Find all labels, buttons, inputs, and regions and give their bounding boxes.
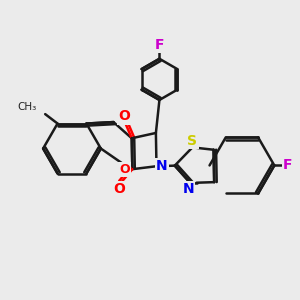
Text: N: N bbox=[156, 159, 168, 173]
Text: O: O bbox=[119, 163, 130, 176]
Text: CH₃: CH₃ bbox=[18, 102, 37, 112]
Text: F: F bbox=[155, 38, 164, 52]
Text: O: O bbox=[113, 182, 125, 196]
Text: F: F bbox=[283, 158, 292, 172]
Text: S: S bbox=[188, 134, 197, 148]
Text: N: N bbox=[183, 182, 194, 196]
Text: O: O bbox=[118, 110, 130, 124]
